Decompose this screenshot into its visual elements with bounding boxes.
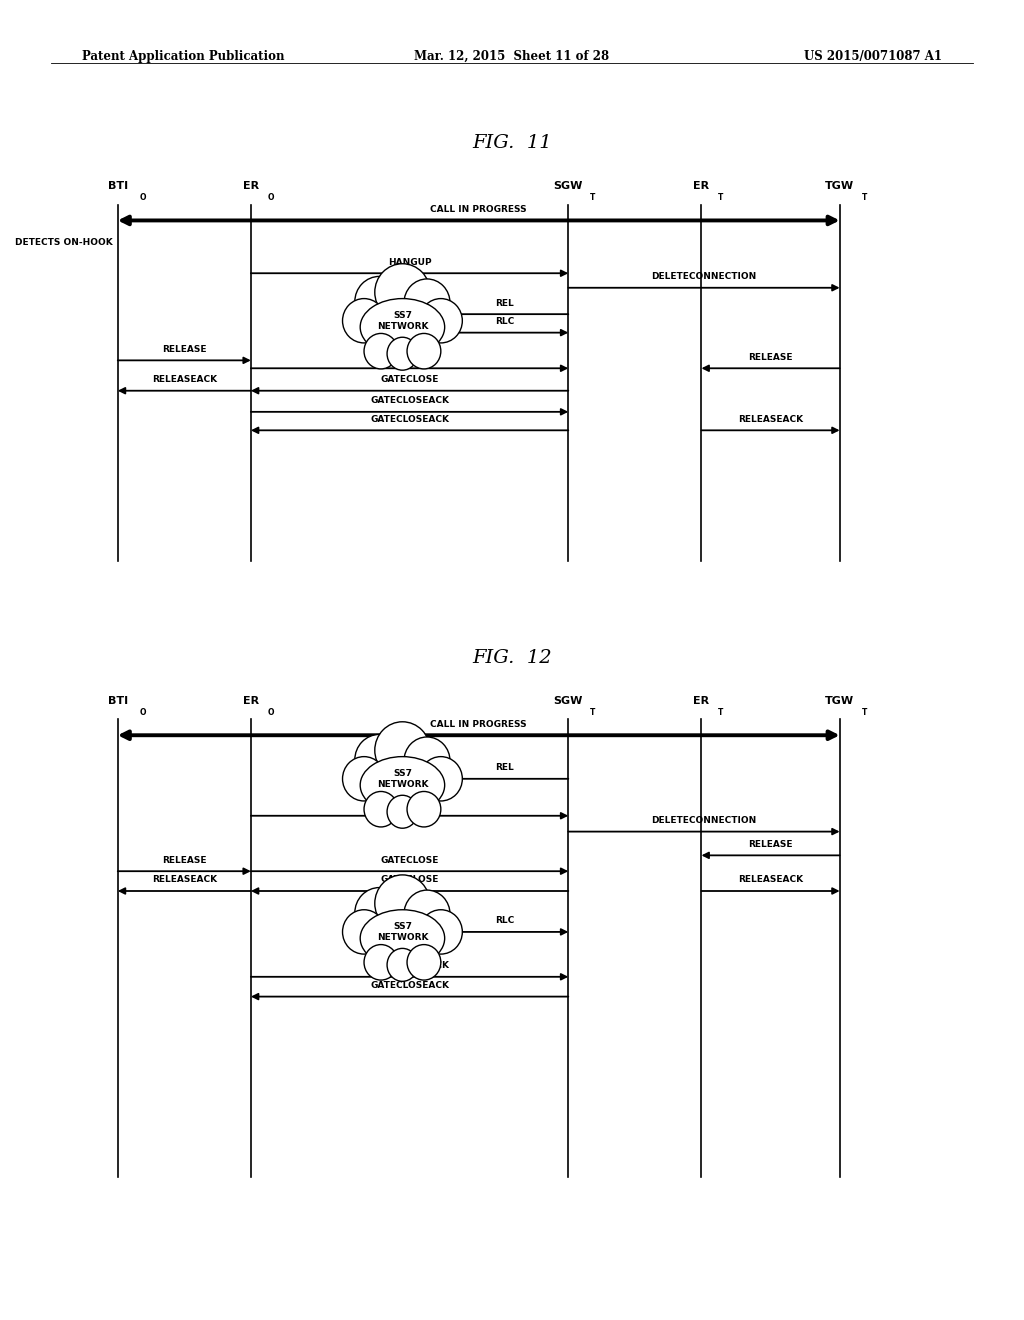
- Text: O: O: [267, 193, 273, 202]
- Text: GATECLOSE: GATECLOSE: [380, 375, 439, 384]
- Ellipse shape: [360, 756, 444, 813]
- Text: SGW: SGW: [554, 181, 583, 191]
- Text: T: T: [861, 708, 867, 717]
- Text: ER: ER: [693, 696, 710, 706]
- Ellipse shape: [365, 945, 397, 979]
- Text: CALL IN PROGRESS: CALL IN PROGRESS: [430, 205, 527, 214]
- Text: RELEASE: RELEASE: [162, 855, 207, 865]
- Ellipse shape: [354, 887, 403, 939]
- Text: Patent Application Publication: Patent Application Publication: [82, 50, 285, 63]
- Ellipse shape: [342, 909, 386, 954]
- Text: DELETECONNECTION: DELETECONNECTION: [651, 272, 757, 281]
- Ellipse shape: [408, 792, 441, 826]
- Text: RELEASEACK: RELEASEACK: [152, 375, 217, 384]
- Text: O: O: [267, 708, 273, 717]
- Text: ER: ER: [243, 696, 259, 706]
- Text: Mar. 12, 2015  Sheet 11 of 28: Mar. 12, 2015 Sheet 11 of 28: [415, 50, 609, 63]
- Ellipse shape: [360, 298, 444, 355]
- Text: GATECLOSE: GATECLOSE: [380, 855, 439, 865]
- Text: RELEASEACK: RELEASEACK: [738, 875, 803, 884]
- Text: FIG.  12: FIG. 12: [472, 648, 552, 667]
- Text: SS7
NETWORK: SS7 NETWORK: [377, 310, 428, 331]
- Text: RELEASE: RELEASE: [749, 352, 793, 362]
- Ellipse shape: [354, 734, 403, 785]
- Text: RELEASE: RELEASE: [749, 840, 793, 849]
- Text: T: T: [590, 708, 596, 717]
- Text: REL: REL: [495, 298, 514, 308]
- Text: CALL IN PROGRESS: CALL IN PROGRESS: [430, 719, 527, 729]
- Ellipse shape: [420, 298, 463, 343]
- Ellipse shape: [342, 298, 386, 343]
- Text: RLC: RLC: [495, 317, 514, 326]
- Text: GATECLOSEACK: GATECLOSEACK: [370, 961, 450, 970]
- Text: REL: REL: [495, 763, 514, 772]
- Ellipse shape: [354, 276, 403, 327]
- Ellipse shape: [360, 909, 444, 966]
- Text: TGW: TGW: [825, 181, 854, 191]
- Text: O: O: [139, 708, 146, 717]
- Ellipse shape: [408, 334, 441, 368]
- Ellipse shape: [387, 948, 418, 981]
- Ellipse shape: [387, 795, 418, 828]
- Ellipse shape: [365, 792, 397, 826]
- Ellipse shape: [408, 945, 441, 979]
- Text: GATECLOSEACK: GATECLOSEACK: [370, 981, 450, 990]
- Text: GATECLOSE: GATECLOSE: [380, 352, 439, 362]
- Ellipse shape: [420, 756, 463, 801]
- Text: TGW: TGW: [825, 696, 854, 706]
- Ellipse shape: [403, 737, 451, 785]
- Text: ER: ER: [693, 181, 710, 191]
- Ellipse shape: [342, 756, 386, 801]
- Text: HANGUP: HANGUP: [388, 257, 431, 267]
- Ellipse shape: [420, 909, 463, 954]
- Text: DETECTS ON-HOOK: DETECTS ON-HOOK: [15, 238, 113, 247]
- Ellipse shape: [375, 264, 430, 321]
- Text: SGW: SGW: [554, 696, 583, 706]
- Text: SS7
NETWORK: SS7 NETWORK: [377, 921, 428, 942]
- Text: US 2015/0071087 A1: US 2015/0071087 A1: [804, 50, 942, 63]
- Text: BTI: BTI: [108, 181, 128, 191]
- Text: HANGUP: HANGUP: [388, 800, 431, 809]
- Text: GATECLOSEACK: GATECLOSEACK: [370, 414, 450, 424]
- Text: GATECLOSEACK: GATECLOSEACK: [370, 396, 450, 405]
- Text: T: T: [861, 193, 867, 202]
- Text: T: T: [718, 193, 723, 202]
- Text: GATECLOSE: GATECLOSE: [380, 875, 439, 884]
- Ellipse shape: [403, 890, 451, 939]
- Ellipse shape: [375, 875, 430, 932]
- Text: ER: ER: [243, 181, 259, 191]
- Text: DELETECONNECTION: DELETECONNECTION: [651, 816, 757, 825]
- Ellipse shape: [403, 279, 451, 327]
- Text: SS7
NETWORK: SS7 NETWORK: [377, 768, 428, 789]
- Text: BTI: BTI: [108, 696, 128, 706]
- Text: T: T: [590, 193, 596, 202]
- Text: FIG.  11: FIG. 11: [472, 133, 552, 152]
- Ellipse shape: [387, 337, 418, 370]
- Ellipse shape: [365, 334, 397, 368]
- Text: T: T: [718, 708, 723, 717]
- Text: RELEASEACK: RELEASEACK: [738, 414, 803, 424]
- Text: RELEASEACK: RELEASEACK: [152, 875, 217, 884]
- Text: RELEASE: RELEASE: [162, 345, 207, 354]
- Text: O: O: [139, 193, 146, 202]
- Ellipse shape: [375, 722, 430, 779]
- Text: RLC: RLC: [495, 916, 514, 925]
